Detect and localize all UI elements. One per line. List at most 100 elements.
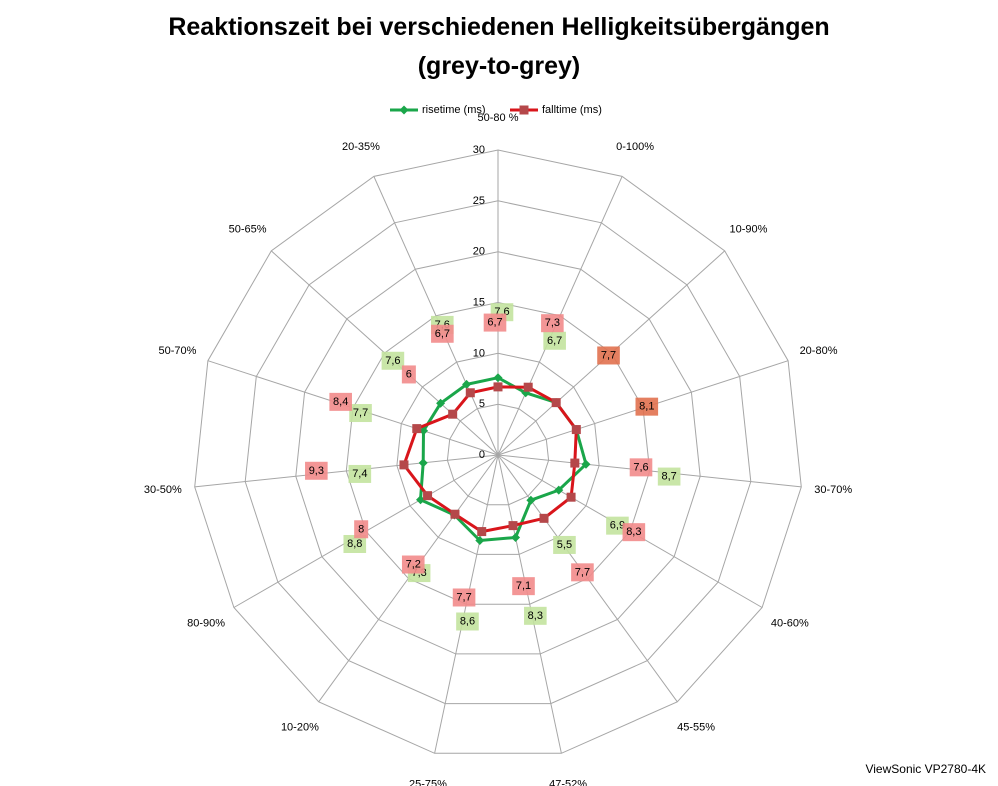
category-label: 30-50% bbox=[144, 484, 182, 496]
chart-title-line-2: (grey-to-grey) bbox=[417, 52, 581, 80]
falltime-data-label-bg bbox=[629, 458, 653, 477]
falltime-data-label-bg bbox=[401, 555, 425, 574]
legend-falltime-marker bbox=[519, 105, 529, 115]
risetime-point bbox=[419, 426, 429, 436]
category-label: 45-55% bbox=[677, 722, 715, 734]
category-label: 10-90% bbox=[729, 223, 767, 235]
risetime-data-label: 7,4 bbox=[352, 468, 367, 480]
falltime-point bbox=[412, 424, 422, 434]
credit-text: ViewSonic VP2780-4K bbox=[865, 762, 986, 776]
falltime-data-label: 8,4 bbox=[333, 396, 348, 408]
grid-ring bbox=[345, 301, 651, 605]
risetime-point bbox=[526, 495, 536, 505]
data-label: 7,7 bbox=[601, 349, 616, 361]
risetime-data-label-bg bbox=[524, 606, 547, 625]
risetime-point bbox=[554, 485, 564, 495]
falltime-point bbox=[570, 458, 580, 468]
risetime-data-label-bg bbox=[348, 464, 372, 483]
falltime-data-label-bg bbox=[305, 461, 328, 480]
risetime-point bbox=[493, 373, 503, 383]
risetime-data-label: 8,6 bbox=[460, 615, 475, 627]
falltime-data-label: 7,6 bbox=[633, 461, 648, 473]
falltime-data-label: 8,3 bbox=[626, 526, 641, 538]
radial-tick-label: 15 bbox=[473, 297, 485, 309]
grid-ring bbox=[446, 403, 550, 506]
falltime-data-label: 6,7 bbox=[435, 328, 450, 340]
data-label-bg bbox=[597, 346, 620, 365]
grid-ring bbox=[396, 352, 600, 555]
falltime-data-label-bg bbox=[483, 313, 507, 332]
grid-ring bbox=[194, 149, 802, 754]
radial-tick-label: 25 bbox=[473, 195, 485, 207]
legend-risetime-label: risetime (ms) bbox=[422, 104, 486, 116]
risetime-data-label-bg bbox=[381, 351, 405, 370]
category-label: 80-90% bbox=[187, 618, 225, 630]
radial-tick-label: 10 bbox=[473, 347, 485, 359]
category-label: 20-80% bbox=[800, 345, 838, 357]
category-label: 40-60% bbox=[771, 618, 809, 630]
falltime-point bbox=[551, 398, 561, 408]
falltime-point bbox=[450, 509, 460, 519]
risetime-point bbox=[436, 398, 446, 408]
category-label: 30-70% bbox=[814, 484, 852, 496]
risetime-data-label: 5,5 bbox=[557, 539, 572, 551]
grid-ring bbox=[244, 200, 752, 705]
category-label: 25-75% bbox=[409, 779, 447, 786]
risetime-data-label: 8,8 bbox=[347, 538, 362, 550]
falltime-point bbox=[477, 527, 487, 537]
falltime-data-label: 7,7 bbox=[575, 566, 590, 578]
risetime-data-label: 6,7 bbox=[547, 335, 562, 347]
grid-ring bbox=[295, 251, 701, 655]
falltime-data-label: 6,7 bbox=[487, 317, 502, 329]
data-label: 8,1 bbox=[639, 401, 654, 413]
falltime-point bbox=[539, 513, 549, 523]
risetime-data-label: 8,7 bbox=[661, 471, 676, 483]
risetime-data-label: 6,9 bbox=[610, 520, 625, 532]
falltime-line bbox=[402, 385, 578, 534]
falltime-data-label-bg bbox=[622, 523, 646, 542]
risetime-data-label: 8,3 bbox=[528, 610, 543, 622]
category-label: 10-20% bbox=[281, 722, 319, 734]
falltime-point bbox=[448, 409, 458, 419]
falltime-data-label-bg bbox=[401, 365, 416, 384]
falltime-point bbox=[571, 425, 581, 435]
risetime-data-label-bg bbox=[349, 404, 372, 423]
falltime-data-label: 8 bbox=[358, 523, 364, 535]
risetime-point bbox=[418, 458, 428, 468]
falltime-point bbox=[399, 460, 409, 470]
falltime-data-label: 7,3 bbox=[545, 317, 560, 329]
category-label: 50-65% bbox=[229, 223, 267, 235]
falltime-point bbox=[423, 491, 433, 501]
risetime-point bbox=[416, 495, 426, 505]
legend-risetime-marker bbox=[399, 105, 409, 115]
falltime-point bbox=[508, 521, 518, 531]
risetime-point bbox=[475, 536, 485, 546]
falltime-data-label: 7,1 bbox=[516, 580, 531, 592]
falltime-data-label: 9,3 bbox=[309, 465, 324, 477]
falltime-data-label-bg bbox=[541, 314, 564, 333]
falltime-data-label: 7,2 bbox=[406, 559, 421, 571]
falltime-data-label: 7,7 bbox=[456, 591, 471, 603]
category-label: 50-70% bbox=[159, 345, 197, 357]
falltime-data-label-bg bbox=[329, 392, 352, 411]
category-label: 20-35% bbox=[342, 141, 380, 153]
falltime-data-label-bg bbox=[571, 563, 594, 582]
grid-spoke bbox=[497, 454, 562, 754]
legend-falltime-label: falltime (ms) bbox=[542, 104, 602, 116]
risetime-point bbox=[462, 379, 472, 389]
radial-tick-label: 0 bbox=[479, 449, 485, 461]
falltime-data-label-bg bbox=[452, 588, 476, 607]
risetime-line bbox=[419, 376, 588, 542]
radial-tick-label: 20 bbox=[473, 246, 485, 258]
risetime-point bbox=[511, 533, 521, 543]
risetime-data-label-bg bbox=[553, 535, 576, 554]
category-label: 50-80 % bbox=[478, 112, 519, 124]
falltime-data-label-bg bbox=[431, 324, 454, 343]
falltime-data-label-bg bbox=[512, 577, 535, 596]
radial-tick-label: 30 bbox=[473, 144, 485, 156]
falltime-point bbox=[566, 492, 576, 502]
category-label: 47-52% bbox=[549, 779, 587, 786]
risetime-data-label-bg bbox=[657, 467, 681, 486]
risetime-data-label-bg bbox=[343, 534, 367, 553]
